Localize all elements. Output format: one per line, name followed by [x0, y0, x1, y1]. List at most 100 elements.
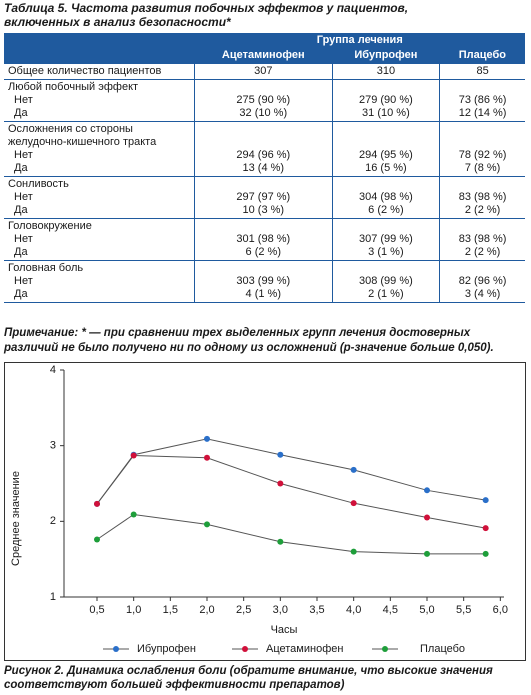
subrow-label: Да: [14, 204, 28, 216]
row-label-cell: Сонливость Нет Да: [4, 176, 195, 219]
cell-value: 85: [439, 63, 525, 80]
value-cell: 301 (98 %) 6 (2 %): [194, 218, 333, 261]
subrow-label: Нет: [14, 233, 33, 245]
data-point: [350, 500, 357, 507]
value-cell: 294 (96 %) 13 (4 %): [194, 121, 333, 177]
cell-value: 307 (99 %): [358, 233, 413, 245]
value-cell: 78 (92 %) 7 (8 %): [439, 121, 525, 177]
cell-value: 304 (98 %): [358, 191, 413, 203]
subrow-label: Нет: [14, 94, 33, 106]
data-point: [424, 487, 430, 494]
x-tick-label: 6,0: [493, 604, 508, 616]
subrow-label: Да: [14, 288, 28, 300]
table-row: Головная боль Нет Да 303 (99 %) 4 (1 %) 308 (…: [4, 260, 525, 303]
row-label-cell: Головокружение Нет Да: [4, 218, 195, 261]
table-row: Общее количество пациентов 307 310 85: [4, 63, 525, 80]
cell-value: 3 (1 %): [368, 246, 404, 258]
cell-value: 3 (4 %): [464, 288, 501, 300]
group-header: Группа лечения: [194, 33, 525, 48]
subrow-label: Да: [14, 107, 28, 119]
cell-value: 82 (96 %): [458, 275, 507, 287]
x-tick-label: 1,0: [126, 604, 141, 616]
cell-value: 308 (99 %): [358, 275, 413, 287]
value-cell: 294 (95 %) 16 (5 %): [331, 121, 440, 177]
cell-value: 2 (1 %): [368, 288, 404, 300]
row-label: Осложнения со стороны желудочно-кишечног…: [8, 123, 157, 148]
row-label-cell: Осложнения со стороны желудочно-кишечног…: [4, 121, 195, 177]
data-point: [130, 452, 137, 459]
row-label: Сонливость: [8, 178, 69, 190]
cell-value: 279 (90 %): [358, 94, 413, 106]
row-label: Головная боль: [8, 262, 84, 274]
header-blank: [4, 48, 195, 64]
cell-value: 6 (2 %): [245, 246, 282, 258]
cell-value: 4 (1 %): [245, 288, 282, 300]
note: Примечание: * — при сравнении трех выдел…: [4, 326, 525, 356]
value-cell: 279 (90 %) 31 (10 %): [331, 79, 440, 122]
column-header: Ацетаминофен: [194, 48, 333, 64]
data-point: [277, 451, 284, 458]
row-label: Общее количество пациентов: [8, 65, 162, 77]
x-axis-label: Часы: [271, 624, 298, 636]
x-tick-label: 3,5: [309, 604, 324, 616]
x-tick-label: 4,0: [346, 604, 361, 616]
x-tick-label: 3,0: [273, 604, 288, 616]
data-point: [204, 435, 210, 442]
data-point: [482, 550, 489, 557]
column-header: Плацебо: [439, 48, 525, 64]
table-row: Головокружение Нет Да 301 (98 %) 6 (2 %) 307 …: [4, 218, 525, 261]
y-tick-label: 1: [50, 591, 56, 603]
y-tick-label: 4: [50, 364, 56, 376]
row-label-cell: Общее количество пациентов: [4, 63, 195, 80]
value-cell: 307 (99 %) 3 (1 %): [331, 218, 440, 261]
figure-caption: Рисунок 2. Динамика ослабления боли (обр…: [4, 665, 493, 691]
cell-value: 307: [194, 63, 333, 80]
x-tick-label: 4,5: [383, 604, 398, 616]
legend-marker: [113, 646, 119, 652]
x-tick-label: 2,5: [236, 604, 251, 616]
cell-value: 2 (2 %): [464, 204, 501, 216]
y-tick-label: 3: [50, 440, 56, 452]
table-row: Любой побочный эффект Нет Да 275 (90 %) 32 (…: [4, 79, 525, 122]
x-tick-label: 1,5: [163, 604, 178, 616]
x-tick-label: 5,5: [456, 604, 471, 616]
y-axis-label: Среднее значение: [10, 471, 22, 566]
table: Группа лечения Ацетаминофен Ибупрофен Плац…: [4, 33, 525, 303]
value-cell: 304 (98 %) 6 (2 %): [331, 176, 440, 219]
cell-value: 303 (99 %): [236, 275, 291, 287]
data-point: [424, 514, 430, 521]
cell-value: 13 (4 %): [242, 162, 285, 174]
row-label-cell: Любой побочный эффект Нет Да: [4, 79, 195, 122]
legend-marker: [382, 646, 388, 652]
cell-value: 2 (2 %): [464, 246, 501, 258]
value-cell: 303 (99 %) 4 (1 %): [194, 260, 333, 303]
cell-value: 31 (10 %): [362, 107, 410, 119]
value-cell: 82 (96 %) 3 (4 %): [439, 260, 525, 303]
cell-value: 78 (92 %): [458, 149, 507, 161]
y-tick-label: 2: [50, 515, 56, 527]
subrow-label: Нет: [14, 191, 33, 203]
x-tick-label: 0,5: [89, 604, 104, 616]
cell-value: 32 (10 %): [239, 107, 288, 119]
cell-value: 297 (97 %): [236, 191, 291, 203]
value-cell: 83 (98 %) 2 (2 %): [439, 218, 525, 261]
chart-frame: [4, 362, 526, 661]
legend-marker: [242, 646, 248, 652]
cell-value: 73 (86 %): [458, 94, 507, 106]
data-point: [204, 454, 210, 461]
cell-value: 310: [331, 63, 440, 80]
subrow-label: Да: [14, 246, 28, 258]
cell-value: 6 (2 %): [368, 204, 404, 216]
data-point: [204, 521, 210, 528]
note-text: * — при сравнении трех выделенных групп …: [4, 327, 494, 354]
x-tick-label: 2,0: [199, 604, 214, 616]
table-title: Таблица 5. Частота развития побочных эфф…: [4, 1, 409, 29]
value-cell: 275 (90 %) 32 (10 %): [194, 79, 333, 122]
data-point: [94, 536, 100, 543]
subrow-label: Нет: [14, 149, 33, 161]
data-point: [277, 480, 284, 487]
series-line: [96, 438, 486, 505]
cell-value: 12 (14 %): [458, 107, 507, 119]
cell-value: 275 (90 %): [236, 94, 291, 106]
